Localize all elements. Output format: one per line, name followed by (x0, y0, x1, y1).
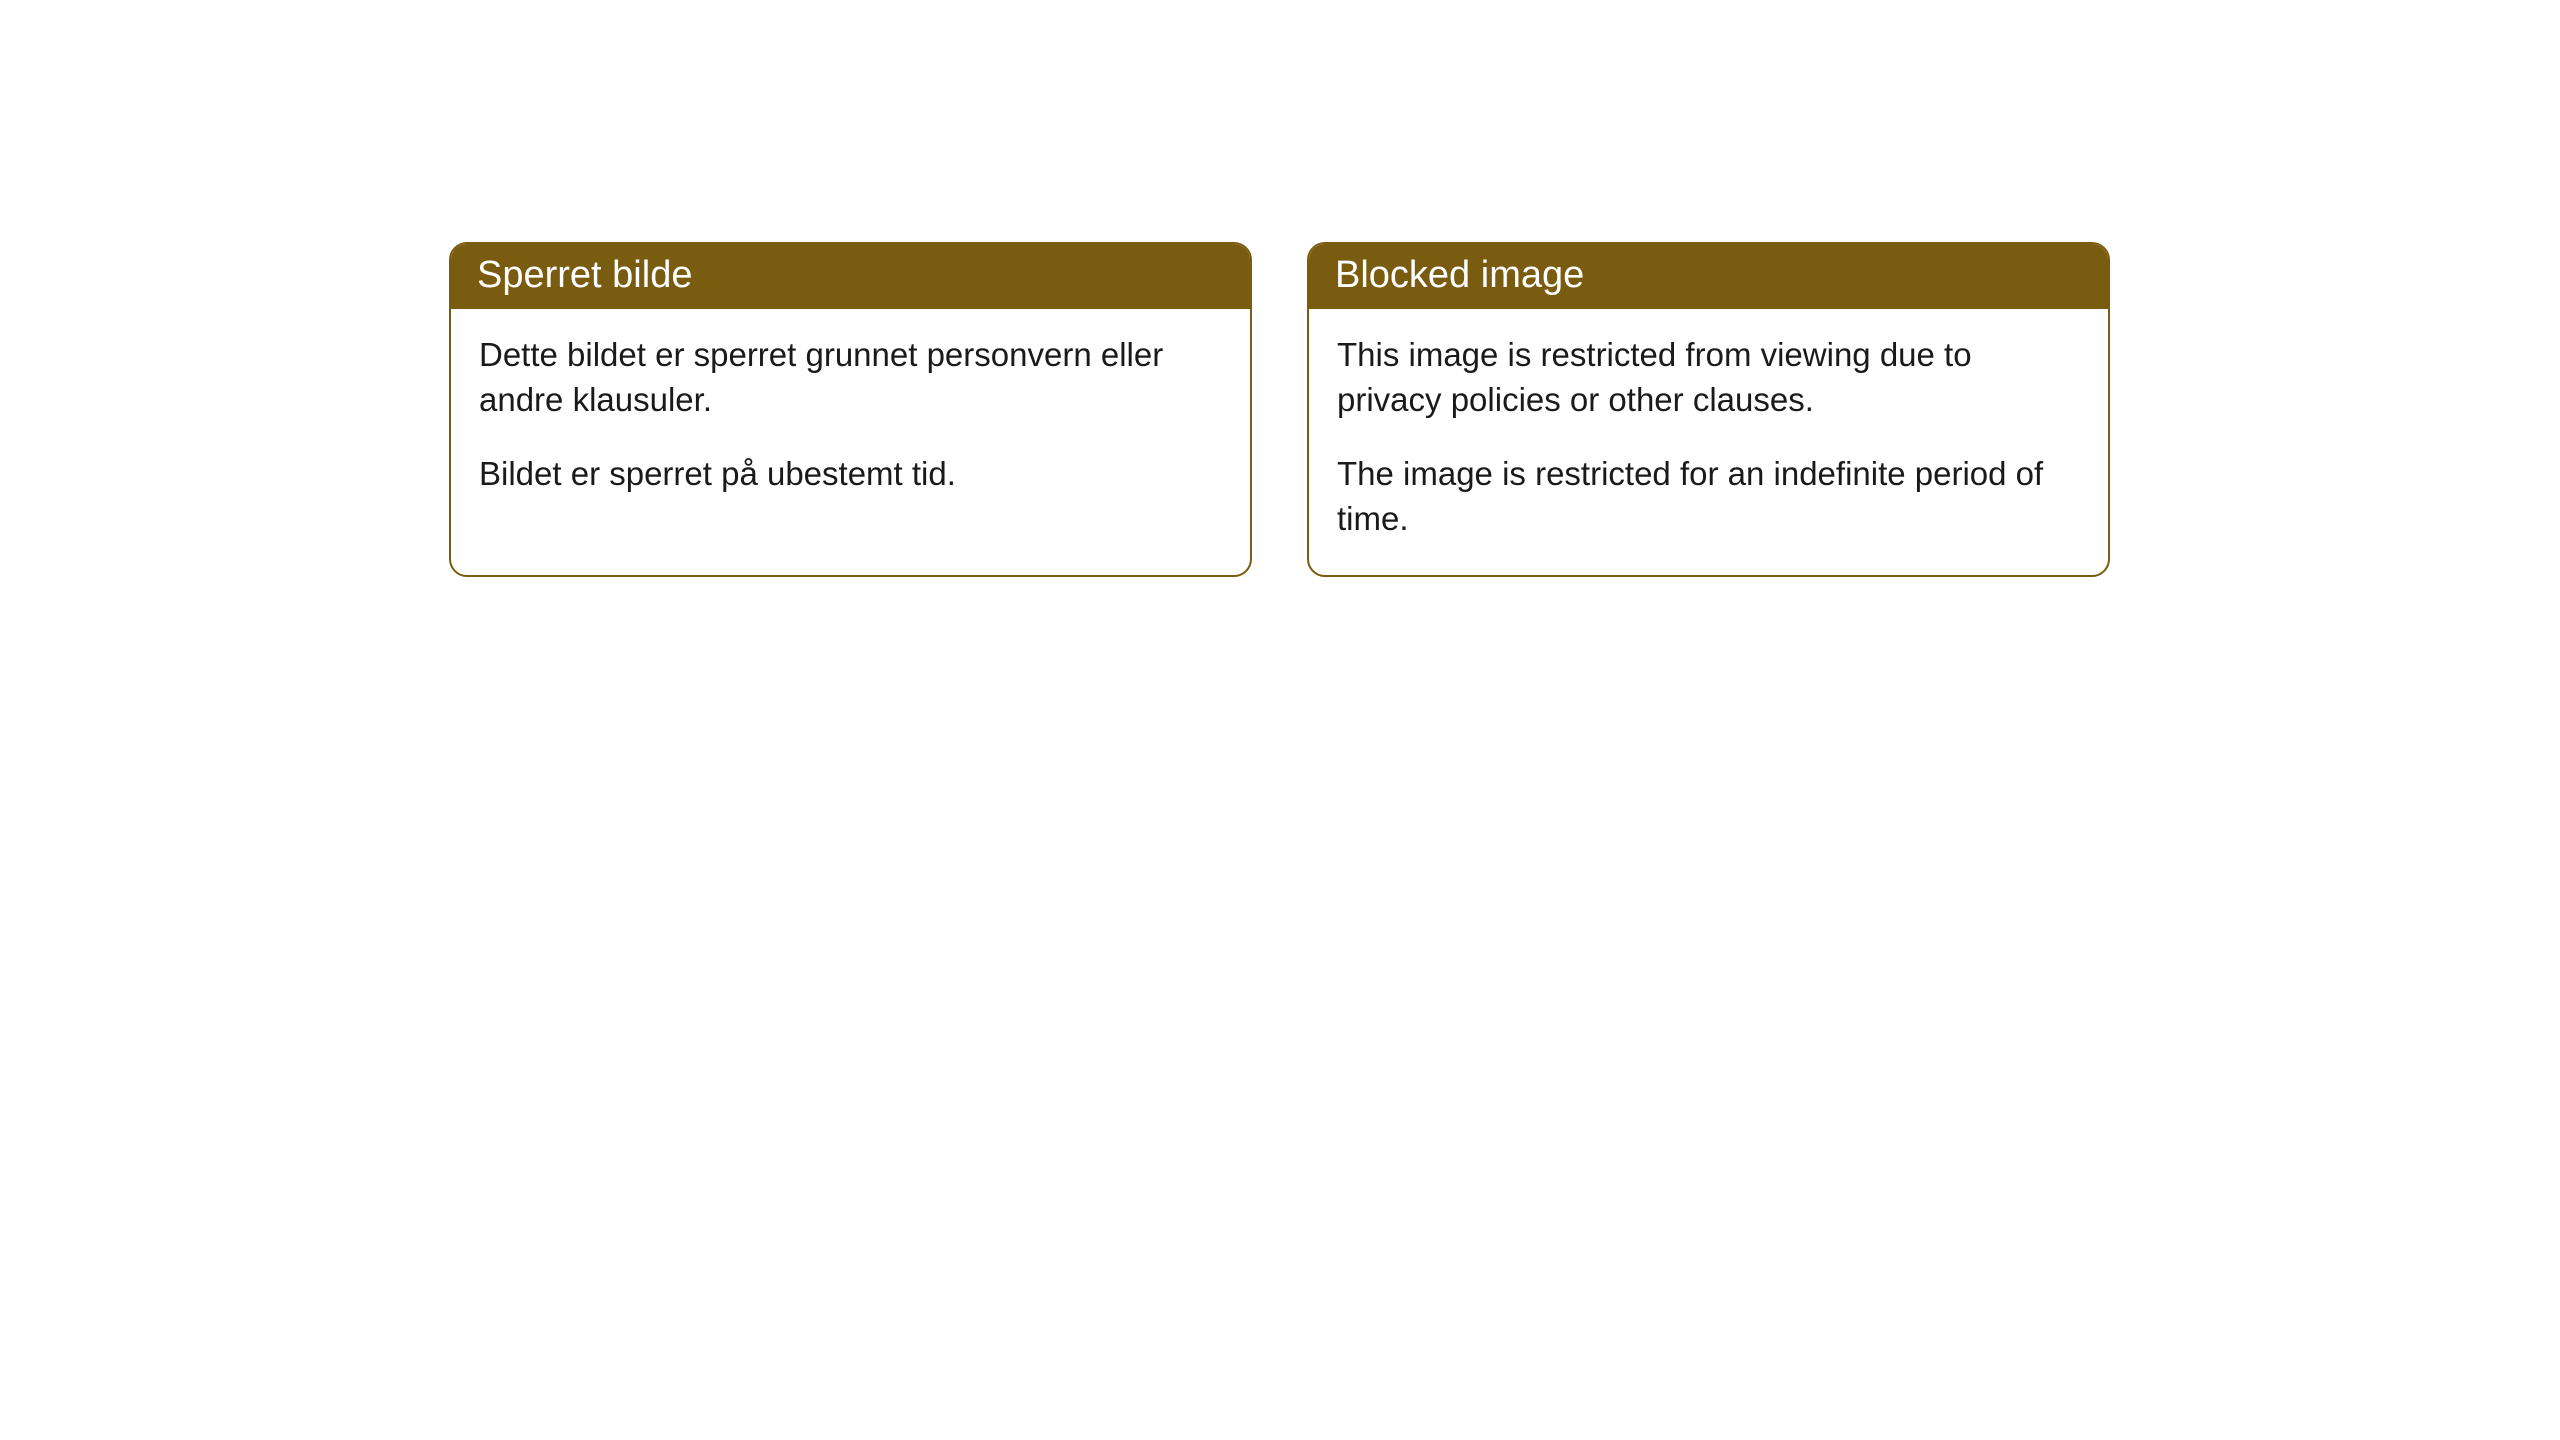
card-header: Blocked image (1309, 244, 2108, 309)
card-paragraph-1: Dette bildet er sperret grunnet personve… (479, 333, 1222, 422)
card-paragraph-2: The image is restricted for an indefinit… (1337, 452, 2080, 541)
card-paragraph-1: This image is restricted from viewing du… (1337, 333, 2080, 422)
card-body: This image is restricted from viewing du… (1309, 309, 2108, 575)
card-title: Blocked image (1335, 254, 1584, 296)
card-body: Dette bildet er sperret grunnet personve… (451, 309, 1250, 531)
card-header: Sperret bilde (451, 244, 1250, 309)
blocked-image-card-english: Blocked image This image is restricted f… (1307, 242, 2110, 577)
cards-container: Sperret bilde Dette bildet er sperret gr… (0, 0, 2560, 577)
card-paragraph-2: Bildet er sperret på ubestemt tid. (479, 452, 1222, 497)
blocked-image-card-norwegian: Sperret bilde Dette bildet er sperret gr… (449, 242, 1252, 577)
card-title: Sperret bilde (477, 254, 692, 296)
